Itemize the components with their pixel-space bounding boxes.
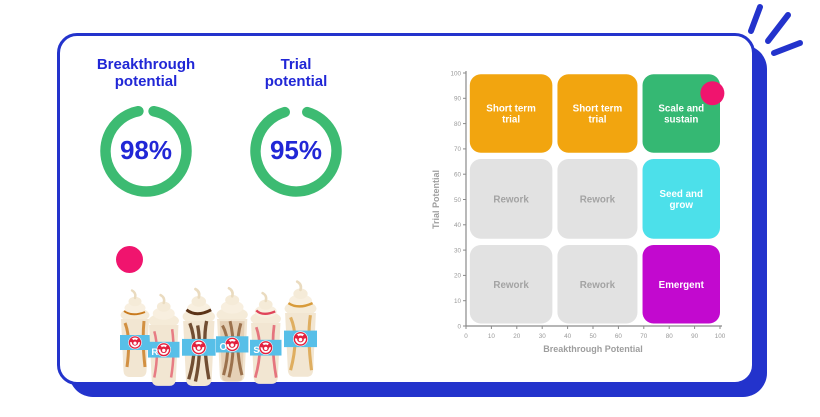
y-tick-label: 90 — [454, 96, 462, 103]
band-letter: O — [219, 342, 227, 353]
band-letter: S — [253, 345, 259, 356]
y-tick-label: 20 — [454, 273, 462, 280]
y-tick-label: 10 — [454, 298, 462, 305]
matrix-cell-label: trial — [588, 114, 606, 125]
matrix-cell-label: Rework — [580, 280, 616, 291]
kpi-value: 98% — [119, 135, 173, 165]
frosty-cup: R — [147, 293, 181, 388]
y-tick-label: 100 — [450, 70, 461, 77]
kpi-trial-potential: Trial potential 95% — [221, 56, 371, 201]
x-tick-label: 20 — [513, 333, 521, 340]
kpi-label: Breakthrough potential — [96, 56, 196, 91]
matrix-cell — [557, 245, 638, 324]
x-tick-label: 50 — [589, 333, 597, 340]
matrix-chart-container: Short term trial Short term trial Scale and s… — [430, 58, 740, 358]
matrix-cell-label: Short term — [486, 103, 536, 114]
kpi-label: Trial potential — [264, 56, 328, 91]
matrix-cell-label: grow — [670, 200, 694, 211]
donut-gauge-trial: 95% — [246, 101, 346, 201]
x-tick-label: 10 — [488, 333, 496, 340]
y-tick-label: 30 — [454, 247, 462, 254]
kpi-breakthrough-potential: Breakthrough potential 98% — [71, 56, 221, 201]
x-axis-title: Breakthrough Potential — [543, 344, 643, 354]
x-tick-label: 60 — [615, 333, 623, 340]
y-tick-label: 70 — [454, 146, 462, 153]
matrix-cell — [642, 159, 720, 239]
matrix-cell — [469, 74, 553, 153]
y-tick-label: 50 — [454, 197, 462, 204]
matrix-cell — [557, 159, 638, 239]
matrix-cell-label: Seed and — [659, 189, 703, 200]
frosty-cup: O — [215, 286, 250, 383]
x-tick-label: 40 — [564, 333, 572, 340]
x-tick-label: 0 — [464, 333, 468, 340]
matrix-cell-label: Rework — [580, 194, 616, 205]
frosty-cup — [283, 280, 318, 379]
donut-gauge-breakthrough: 98% — [96, 101, 196, 201]
matrix-cell — [642, 245, 720, 324]
matrix-cell-label: Emergent — [659, 280, 705, 291]
x-tick-label: 90 — [691, 333, 699, 340]
frosty-cup — [181, 287, 217, 388]
y-tick-label: 60 — [454, 172, 462, 179]
matrix-cell-label: trial — [502, 114, 520, 125]
matrix-cell-label: Scale and — [658, 103, 704, 114]
x-tick-label: 30 — [539, 333, 547, 340]
band-letter: R — [151, 347, 158, 358]
y-axis-title: Trial Potential — [431, 170, 441, 229]
pink-accent-dot — [116, 246, 143, 273]
insight-card: Breakthrough potential 98% Trial potenti… — [57, 33, 755, 388]
frosty-cup: S — [249, 291, 283, 386]
y-tick-label: 0 — [457, 323, 461, 330]
matrix-cell-label: Short term — [573, 103, 623, 114]
matrix-cell-label: sustain — [664, 114, 698, 125]
matrix-cell-label: Rework — [493, 194, 529, 205]
y-tick-label: 80 — [454, 121, 462, 128]
matrix-cell — [469, 159, 553, 239]
donut-chart — [250, 104, 342, 197]
matrix-point — [700, 81, 725, 106]
frosty-cup — [119, 289, 151, 379]
frosty-cups-illustration: R O — [119, 280, 318, 388]
y-tick-label: 40 — [454, 222, 462, 229]
frosty-product-image: R O — [108, 241, 348, 388]
x-tick-label: 80 — [666, 333, 674, 340]
matrix-cell — [469, 245, 553, 324]
spark-lines-icon — [748, 4, 803, 56]
matrix-cell — [557, 74, 638, 153]
x-tick-label: 100 — [715, 333, 726, 340]
x-tick-label: 70 — [640, 333, 648, 340]
donut-chart — [100, 104, 192, 197]
matrix-cell-label: Rework — [493, 280, 529, 291]
kpi-value: 95% — [269, 135, 323, 165]
